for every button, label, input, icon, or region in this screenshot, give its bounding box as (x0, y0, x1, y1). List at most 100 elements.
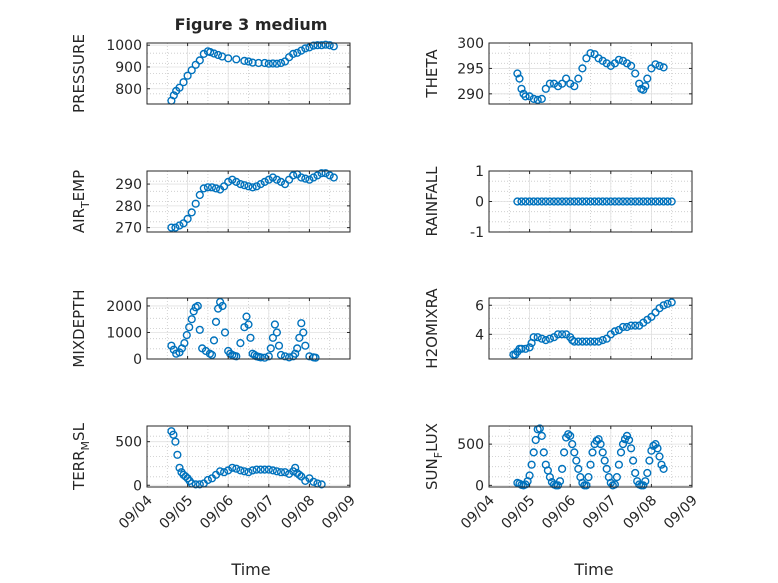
data-point (175, 348, 184, 357)
data-point (293, 48, 302, 57)
data-point (232, 55, 241, 64)
data-point (610, 327, 620, 336)
data-point (659, 301, 668, 310)
y-tick-label: 500 (115, 435, 142, 451)
data-point (582, 54, 591, 63)
data-point (321, 169, 330, 178)
data-point (525, 343, 534, 352)
data-point (533, 197, 542, 206)
data-point (641, 477, 650, 486)
data-point (309, 477, 318, 486)
data-point (594, 337, 603, 346)
data-point (574, 464, 583, 474)
data-point (647, 197, 656, 206)
data-point (517, 197, 526, 206)
subplot-3: 270 280 290 AIRTEMP (70, 169, 351, 237)
data-point (602, 197, 611, 206)
data-point (272, 328, 282, 337)
data-point (211, 184, 221, 193)
x-axis-label-right: Time (573, 560, 613, 579)
data-point (586, 197, 595, 206)
data-point (289, 171, 298, 180)
data-point (214, 50, 223, 60)
data-point (572, 456, 581, 465)
data-point (545, 334, 555, 343)
data-point (203, 183, 213, 192)
data-point (602, 464, 611, 474)
data-point (529, 197, 538, 206)
data-point (218, 301, 227, 311)
data-point (582, 197, 591, 206)
data-point (533, 333, 542, 342)
data-point (274, 341, 284, 350)
data-point (191, 480, 200, 489)
data-point (252, 465, 261, 474)
y-tick-label: 2000 (106, 299, 142, 315)
data-point (545, 473, 555, 482)
data-point (622, 197, 632, 206)
data-point (171, 223, 180, 232)
data-point (248, 183, 257, 192)
data-point (529, 94, 538, 104)
data-point (574, 74, 583, 83)
data-point (513, 197, 522, 206)
data-point (268, 466, 278, 475)
data-point (216, 467, 225, 476)
data-point (295, 333, 304, 342)
data-point (521, 197, 530, 206)
data-point (182, 331, 191, 340)
data-point (578, 64, 587, 73)
data-point (256, 465, 265, 474)
data-point (187, 208, 196, 217)
y-tick-label: 295 (457, 61, 484, 77)
data-point (616, 448, 626, 457)
data-point (207, 183, 217, 192)
y-tick-label: 800 (115, 82, 142, 98)
data-point (596, 440, 605, 449)
y-axis-label: MIXDEPTH (70, 289, 88, 367)
data-point (264, 175, 273, 184)
data-point (264, 352, 273, 361)
data-point (588, 448, 597, 457)
data-point (268, 333, 278, 342)
data-point (606, 197, 615, 206)
data-point (626, 444, 636, 453)
axes-frame (146, 297, 351, 360)
data-point (167, 223, 176, 232)
data-point (191, 60, 200, 69)
data-point (561, 197, 571, 206)
data-point (639, 481, 648, 490)
data-point (517, 344, 526, 353)
x-tick-label: 09/06 (197, 492, 237, 532)
data-point (643, 74, 652, 83)
data-point (329, 173, 338, 182)
data-point (240, 56, 249, 66)
y-axis-label: THETA (423, 49, 441, 99)
y-tick-label: 500 (457, 437, 484, 453)
data-point (590, 337, 599, 346)
x-tick-label: 09/05 (157, 493, 197, 533)
data-point (659, 63, 668, 72)
x-tick-label: 09/08 (620, 493, 660, 533)
y-tick-label: 0 (475, 478, 484, 494)
data-point (559, 448, 569, 457)
data-point (659, 197, 668, 206)
data-point (614, 55, 624, 64)
data-point (189, 307, 198, 316)
data-point (533, 95, 542, 105)
data-point (236, 339, 245, 348)
data-point (643, 197, 652, 206)
data-point (301, 174, 310, 183)
y-tick-label: -1 (470, 225, 484, 241)
data-point (185, 323, 194, 332)
x-tick-label: 09/07 (238, 493, 278, 533)
data-point (297, 472, 306, 481)
data-point (311, 353, 320, 362)
data-point (195, 190, 204, 200)
data-point (301, 476, 310, 486)
data-point (260, 58, 269, 68)
data-point (651, 60, 660, 69)
data-point (276, 350, 286, 360)
